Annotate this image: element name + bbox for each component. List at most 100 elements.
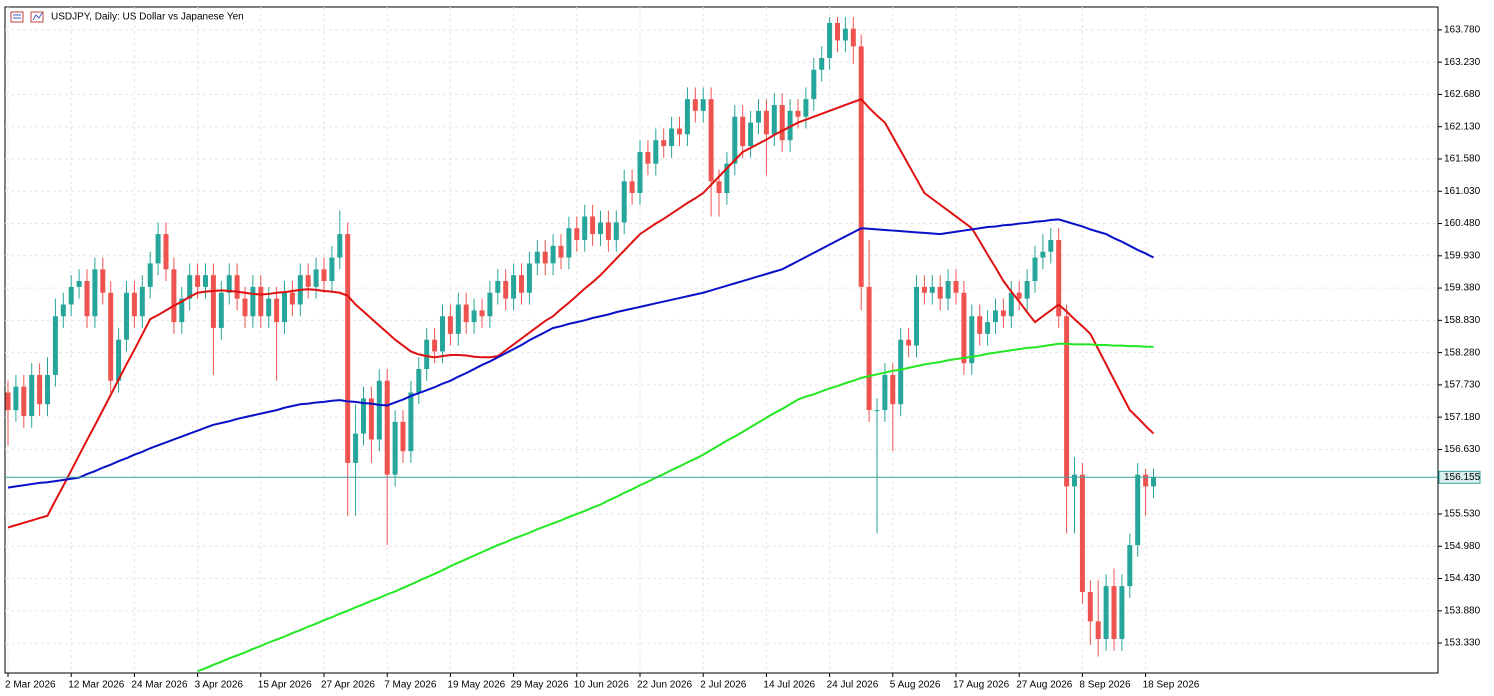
candle-body bbox=[850, 28, 856, 47]
plot-frame bbox=[4, 6, 1439, 674]
x-tick-label: 10 Jun 2026 bbox=[574, 680, 629, 691]
symbol-icons bbox=[10, 11, 44, 23]
candle-body bbox=[495, 281, 501, 293]
candle-body bbox=[582, 216, 588, 240]
candle-body bbox=[534, 251, 540, 264]
candle-body bbox=[835, 22, 840, 41]
candle-body bbox=[653, 140, 659, 164]
candle-body bbox=[661, 140, 667, 147]
candle-body bbox=[471, 310, 477, 323]
y-tick-label: 156.630 bbox=[1444, 444, 1481, 455]
y-tick-label: 162.680 bbox=[1444, 89, 1481, 100]
x-tick-label: 12 Mar 2026 bbox=[68, 680, 125, 691]
candle-body bbox=[605, 222, 611, 240]
x-tick-label: 5 Aug 2026 bbox=[890, 680, 941, 691]
candle-body bbox=[1127, 545, 1133, 587]
candle-body bbox=[29, 374, 35, 416]
moving-average-line bbox=[7, 218, 1154, 489]
candle-body bbox=[68, 286, 74, 305]
candle-body bbox=[45, 374, 50, 405]
candle-body bbox=[13, 386, 19, 411]
candle-body bbox=[550, 245, 556, 264]
candle-body bbox=[455, 304, 461, 334]
candle-body bbox=[337, 234, 343, 258]
y-tick-label: 157.730 bbox=[1444, 380, 1481, 391]
x-tick-label: 14 Jul 2026 bbox=[763, 680, 815, 691]
candle-body bbox=[139, 286, 145, 317]
candle-body bbox=[1135, 474, 1141, 546]
candle-body bbox=[226, 275, 232, 293]
candle-body bbox=[203, 275, 208, 287]
candle-body bbox=[37, 374, 43, 405]
candle-body bbox=[305, 275, 311, 287]
candle-body bbox=[258, 286, 264, 317]
candle-body bbox=[961, 292, 967, 364]
candle-body bbox=[108, 292, 114, 381]
candle-body bbox=[1095, 621, 1101, 639]
candle-body bbox=[345, 234, 351, 463]
icon bbox=[32, 12, 43, 21]
plot-area bbox=[5, 16, 1438, 673]
candle-body bbox=[1024, 281, 1030, 299]
x-tick-label: 29 May 2026 bbox=[511, 680, 569, 691]
candle-body bbox=[131, 292, 137, 317]
candle-body bbox=[60, 304, 66, 317]
candle-body bbox=[163, 234, 169, 270]
candle-body bbox=[479, 310, 485, 317]
candle-body bbox=[76, 281, 82, 287]
candle-body bbox=[542, 251, 548, 264]
x-tick-label: 22 Jun 2026 bbox=[637, 680, 692, 691]
candle-body bbox=[937, 286, 943, 299]
x-tick-label: 7 May 2026 bbox=[384, 680, 437, 691]
candle-body bbox=[155, 234, 161, 264]
candle-body bbox=[1040, 251, 1046, 258]
candle-body bbox=[598, 222, 603, 235]
candle-body bbox=[1119, 586, 1125, 639]
candle-body bbox=[787, 110, 793, 141]
candle-body bbox=[329, 257, 335, 282]
candle-body bbox=[1016, 292, 1022, 299]
x-tick-label: 27 Apr 2026 bbox=[321, 680, 375, 691]
candle-body bbox=[819, 58, 825, 70]
candle-body bbox=[811, 69, 817, 100]
candle-body bbox=[266, 298, 272, 317]
last-price-box bbox=[1438, 470, 1481, 484]
x-tick-label: 27 Aug 2026 bbox=[1016, 680, 1073, 691]
candle-body bbox=[21, 386, 27, 416]
candle-body bbox=[92, 269, 98, 317]
candle-body bbox=[124, 292, 129, 340]
candle-body bbox=[1000, 310, 1006, 317]
candle-body bbox=[218, 292, 224, 328]
candle-body bbox=[1143, 474, 1149, 487]
candle-body bbox=[424, 339, 430, 370]
candle-body bbox=[692, 99, 698, 111]
y-tick-label: 155.530 bbox=[1444, 509, 1481, 520]
x-tick-label: 2 Mar 2026 bbox=[5, 680, 56, 691]
candle-body bbox=[795, 110, 801, 117]
y-tick-label: 158.830 bbox=[1444, 315, 1481, 326]
candle-body bbox=[842, 28, 848, 41]
candle-body bbox=[171, 269, 177, 323]
candle-body bbox=[953, 281, 959, 293]
moving-average-line bbox=[197, 342, 1154, 673]
candle-body bbox=[416, 369, 422, 393]
y-tick-label: 163.230 bbox=[1444, 57, 1481, 68]
candle-body bbox=[700, 99, 706, 111]
candle-body bbox=[771, 104, 777, 135]
candle-body bbox=[526, 263, 532, 293]
candle-body bbox=[740, 116, 746, 147]
x-tick-label: 17 Aug 2026 bbox=[953, 680, 1010, 691]
candle-body bbox=[590, 216, 596, 235]
candle-body bbox=[684, 99, 690, 135]
candle-body bbox=[914, 286, 919, 346]
candle-body bbox=[1079, 474, 1085, 593]
candle-body bbox=[84, 281, 90, 317]
moving-average-line bbox=[7, 97, 1155, 529]
candle-body bbox=[1103, 586, 1109, 639]
y-tick-label: 161.030 bbox=[1444, 186, 1481, 197]
candle-body bbox=[408, 392, 414, 452]
axes: 153.330 153.880 154.430 154.980 155.530 156.6… bbox=[5, 25, 1481, 691]
y-tick-label: 163.780 bbox=[1444, 25, 1481, 36]
candle-body bbox=[763, 110, 769, 135]
